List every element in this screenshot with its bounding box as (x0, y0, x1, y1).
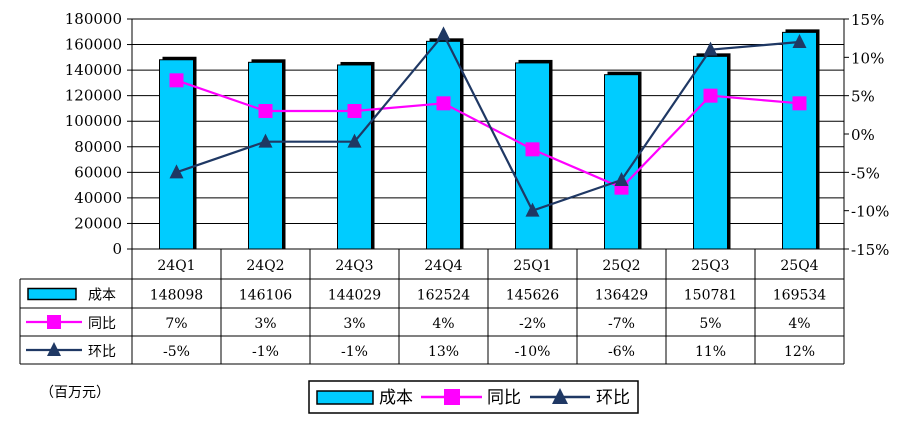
yoy-point (169, 73, 184, 88)
category-label: 24Q4 (424, 258, 462, 274)
left-tick-label: 80000 (74, 138, 122, 156)
table-value: 145626 (506, 288, 560, 304)
legend: 成本 同比 环比 (308, 380, 639, 414)
table-value: 4% (432, 316, 454, 332)
left-tick-label: 60000 (74, 163, 122, 181)
cost-bar (426, 40, 461, 250)
table-value: -1% (341, 344, 368, 360)
right-tick-label: 10% (851, 49, 884, 67)
cost-bar (337, 64, 372, 250)
ratio-lines (169, 26, 807, 217)
legend-qoq-label: 环比 (596, 388, 630, 408)
table-value: -5% (163, 344, 190, 360)
table-value: 11% (695, 344, 726, 360)
data-table: 24Q1 24Q2 24Q3 24Q4 25Q1 25Q2 25Q3 25Q4 成本 148098… (19, 248, 845, 365)
unit-label: （百万元） (40, 385, 110, 401)
left-tick-label: 0 (112, 240, 122, 258)
series-name-2: 同比 (88, 316, 116, 332)
qoq-point (169, 164, 184, 179)
legend-yoy-marker (444, 389, 460, 405)
cost-key (27, 287, 77, 301)
table-value: 13% (428, 344, 459, 360)
qoq-line (176, 32, 800, 213)
category-label: 25Q2 (602, 258, 640, 274)
table-value: 4% (788, 316, 810, 332)
cost-bar (159, 59, 194, 250)
right-tick-label: -15% (851, 241, 889, 259)
qoq-point (614, 172, 629, 186)
table-value: 7% (165, 316, 187, 332)
qoq-point (258, 133, 273, 148)
cost-bars (159, 29, 820, 250)
series-name-3: 环比 (88, 344, 116, 360)
right-tick-label: -10% (851, 203, 889, 221)
left-axis-ticks: 0 20000 40000 60000 80000 100000 120000 140000 1… (65, 10, 132, 258)
table-value: -1% (252, 344, 279, 360)
legend-yoy-label: 同比 (487, 388, 521, 408)
table-value: -7% (608, 316, 635, 332)
left-tick-label: 180000 (65, 10, 122, 28)
qoq-point (703, 41, 718, 56)
cost-bar (782, 31, 817, 250)
series-name-1: 成本 (88, 288, 116, 304)
qoq-point (792, 34, 807, 48)
table-value: 150781 (684, 288, 737, 304)
right-tick-label: -5% (851, 164, 880, 182)
category-label: 24Q3 (335, 258, 373, 274)
qoq-point (436, 26, 451, 41)
yoy-line (176, 79, 800, 189)
qoq-point (525, 202, 540, 217)
qoq-key-marker (47, 342, 61, 356)
left-tick-label: 20000 (74, 214, 122, 232)
cost-bar (248, 61, 283, 250)
category-label: 25Q3 (691, 258, 729, 274)
table-value: 3% (254, 316, 276, 332)
legend-qoq-marker (552, 388, 568, 404)
left-tick-label: 160000 (65, 36, 122, 54)
yoy-point (436, 96, 451, 111)
table-value: -6% (608, 344, 635, 360)
right-tick-label: 15% (851, 11, 884, 29)
left-tick-label: 120000 (65, 87, 122, 105)
table-value: 148098 (150, 288, 203, 304)
table-value: 146106 (239, 288, 293, 304)
table-value: 169534 (773, 288, 827, 304)
yoy-point (347, 104, 362, 118)
cost-bar (693, 55, 728, 250)
legend-cost-label: 成本 (379, 388, 413, 408)
yoy-point (525, 142, 540, 157)
table-value: 162524 (417, 288, 471, 304)
category-label: 24Q1 (157, 258, 195, 274)
table-value: 5% (699, 316, 721, 332)
table-value: -2% (519, 316, 546, 332)
yoy-point (703, 88, 718, 103)
table-value: 3% (343, 316, 365, 332)
table-value: 136429 (595, 288, 648, 304)
table-value: 12% (784, 344, 815, 360)
yoy-point (258, 104, 273, 118)
left-tick-label: 40000 (74, 189, 122, 207)
left-tick-label: 140000 (65, 61, 122, 79)
table-value: -10% (515, 344, 551, 360)
legend-cost-swatch (316, 390, 374, 405)
left-tick-label: 100000 (65, 112, 122, 130)
yoy-key-marker (47, 315, 61, 329)
qoq-point (347, 133, 362, 148)
category-label: 24Q2 (246, 258, 284, 274)
gridlines (131, 18, 845, 250)
yoy-point (792, 96, 807, 111)
category-label: 25Q1 (513, 258, 551, 274)
right-axis-ticks: -15% -10% -5% 0% 5% 10% 15% (844, 11, 889, 259)
table-value: 144029 (328, 288, 381, 304)
category-label: 25Q4 (780, 258, 818, 274)
right-tick-label: 0% (851, 126, 875, 144)
right-tick-label: 5% (851, 88, 875, 106)
plot-frame (131, 18, 845, 250)
